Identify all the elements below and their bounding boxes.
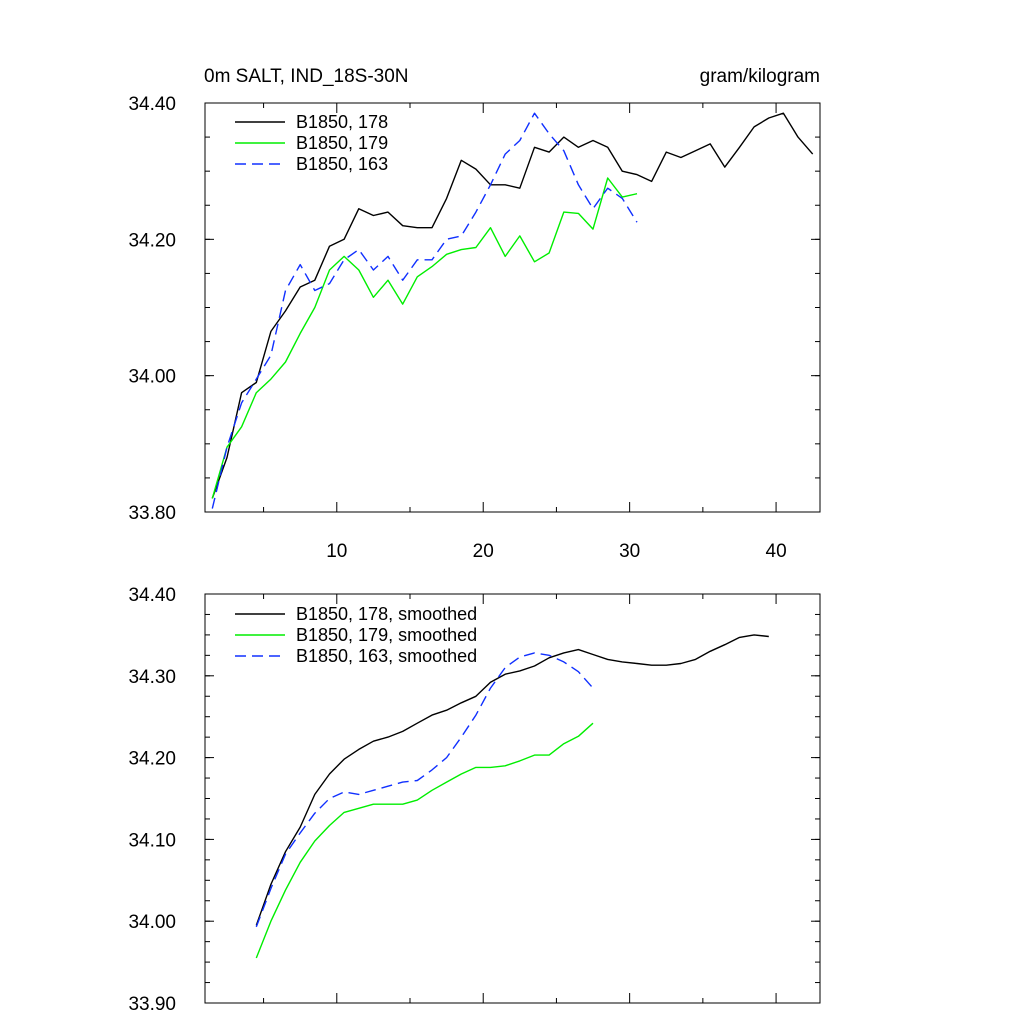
x-tick-label: 30 — [619, 541, 640, 562]
y-tick-label: 34.10 — [128, 830, 176, 851]
legend-label: B1850, 163, smoothed — [296, 646, 477, 666]
y-tick-label: 34.30 — [128, 667, 176, 688]
x-tick-label: 20 — [473, 541, 494, 562]
series-line-2 — [255, 722, 594, 959]
series-line-3 — [255, 652, 594, 928]
series-line-1 — [255, 634, 769, 926]
series-group — [211, 112, 814, 509]
y-tick-label: 34.40 — [128, 94, 176, 115]
legend-label: B1850, 178 — [296, 112, 388, 132]
x-tick-label: 40 — [766, 541, 787, 562]
x-tick-label: 10 — [326, 541, 347, 562]
series-group — [255, 634, 769, 959]
chart-units: gram/kilogram — [700, 66, 820, 87]
y-tick-label: 34.20 — [128, 230, 176, 251]
chart-title: 0m SALT, IND_18S-30N — [204, 66, 409, 87]
legend-label: B1850, 179, smoothed — [296, 625, 477, 645]
y-tick-label: 34.00 — [128, 912, 176, 933]
series-line-2 — [211, 177, 638, 499]
series-line-1 — [211, 112, 814, 499]
y-tick-label: 34.00 — [128, 367, 176, 388]
tick-group: 33.80 34.00 34.20 34.40 10 20 30 40 — [128, 94, 820, 562]
y-tick-label: 33.90 — [128, 994, 176, 1015]
y-tick-label: 34.20 — [128, 749, 176, 770]
legend-label: B1850, 163 — [296, 154, 388, 174]
top-panel: 0m SALT, IND_18S-30N gram/kilogram 33.80… — [128, 66, 821, 562]
tick-group: 33.90 34.00 34.10 34.20 34.30 34.40 — [128, 585, 820, 1015]
bottom-panel: 33.90 34.00 34.10 34.20 34.30 34.40 B1850, 17… — [128, 585, 821, 1015]
y-tick-label: 33.80 — [128, 503, 176, 524]
series-line-3 — [211, 112, 638, 509]
y-tick-label: 34.40 — [128, 585, 176, 606]
legend-label: B1850, 179 — [296, 133, 388, 153]
legend-label: B1850, 178, smoothed — [296, 604, 477, 624]
